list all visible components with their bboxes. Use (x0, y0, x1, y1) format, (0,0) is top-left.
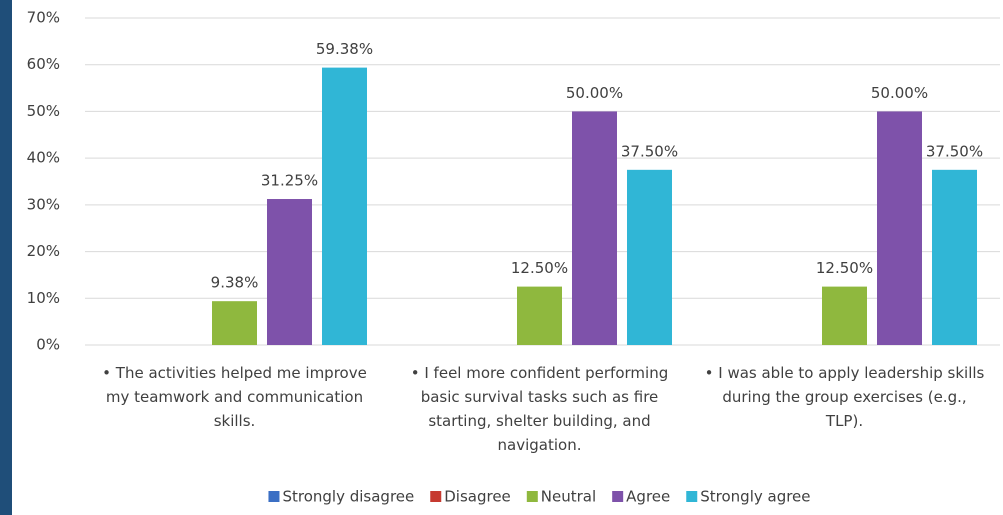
legend-swatch (612, 491, 624, 502)
data-label: 50.00% (566, 84, 623, 102)
bar (322, 67, 367, 346)
data-label: 37.50% (621, 142, 678, 160)
legend-label: Disagree (444, 488, 511, 506)
bar (877, 111, 922, 345)
x-tick-label: • The activities helped me improve my tea… (102, 364, 367, 430)
bar (212, 301, 257, 345)
bar (267, 199, 312, 345)
legend-label: Agree (626, 488, 670, 506)
y-tick-label: 70% (27, 9, 60, 27)
legend-swatch (526, 491, 538, 502)
bar (822, 286, 867, 345)
data-label: 31.25% (261, 172, 318, 190)
y-tick-label: 20% (27, 242, 60, 260)
y-tick-label: 10% (27, 289, 60, 307)
data-label: 37.50% (926, 142, 983, 160)
legend-swatch (686, 491, 698, 502)
bar (627, 169, 672, 345)
y-tick-label: 30% (27, 195, 60, 213)
y-tick-label: 40% (27, 149, 60, 167)
y-tick-label: 50% (27, 102, 60, 120)
legend-label: Strongly agree (700, 488, 810, 506)
legend-label: Neutral (541, 488, 596, 506)
data-label: 12.50% (511, 259, 568, 277)
data-label: 50.00% (871, 84, 928, 102)
legend: Strongly disagree Disagree Neutral Agree Str… (268, 488, 811, 506)
bar (572, 111, 617, 345)
data-label: 9.38% (211, 274, 259, 292)
legend-swatch (268, 491, 280, 502)
data-label: 59.38% (316, 40, 373, 58)
data-label: 12.50% (816, 259, 873, 277)
x-tick-label: • I was able to apply leadership skills d… (705, 364, 985, 430)
bar (932, 169, 977, 345)
x-tick-label: • I feel more confident performing basic … (411, 364, 668, 454)
y-tick-label: 60% (27, 55, 60, 73)
legend-label: Strongly disagree (282, 488, 414, 506)
y-tick-label: 0% (36, 336, 60, 354)
bar (517, 286, 562, 345)
side-strip (0, 0, 12, 515)
legend-swatch (430, 491, 442, 502)
